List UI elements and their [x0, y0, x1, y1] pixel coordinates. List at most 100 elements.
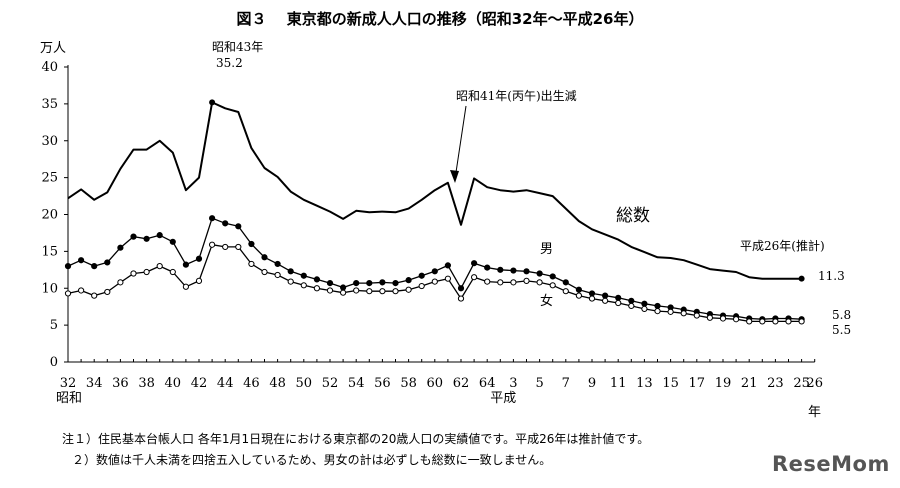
y-tick-label: 25: [41, 171, 58, 186]
peak-value-label: 35.2: [216, 56, 243, 70]
male-point: [575, 286, 583, 293]
female-point: [104, 288, 111, 296]
female-point: [549, 282, 556, 289]
male-point: [549, 273, 556, 280]
x-axis-unit: 年: [808, 405, 821, 420]
male-point: [222, 220, 229, 227]
female-point: [654, 308, 661, 315]
total-peak-point: [209, 99, 216, 106]
male-point: [235, 223, 242, 230]
female-point: [484, 278, 491, 285]
male-point: [562, 279, 569, 286]
female-point: [130, 270, 137, 277]
male-point: [156, 232, 163, 239]
female-point: [156, 263, 163, 270]
male-point: [366, 279, 373, 287]
x-tick-label: 15: [662, 376, 679, 391]
female-point: [680, 310, 687, 317]
male-point: [628, 297, 635, 304]
male-point: [287, 268, 294, 275]
legend-male-label: 男: [540, 242, 553, 257]
female-point: [706, 314, 714, 321]
male-point: [143, 235, 150, 242]
female-point: [759, 318, 766, 325]
male-point: [117, 244, 124, 251]
female-point: [182, 283, 189, 290]
y-unit-label: 万人: [40, 41, 66, 56]
male-point: [418, 272, 425, 279]
female-point: [798, 318, 805, 325]
female-point: [209, 241, 216, 248]
female-point: [444, 275, 451, 282]
female-point: [379, 288, 386, 295]
male-point: [340, 284, 347, 291]
female-point: [366, 288, 373, 295]
x-tick-label: 52: [322, 376, 339, 391]
y-tick-label: 10: [41, 281, 58, 296]
x-tick-label: 26: [806, 376, 823, 391]
footnote-1: 注１）住民基本台帳人口 各年1月1日現在における東京都の20歳人口の実績値です。…: [62, 432, 650, 446]
y-tick-label: 5: [50, 318, 58, 333]
female-point: [471, 274, 478, 281]
male-point: [209, 215, 216, 222]
male-point: [182, 261, 189, 268]
x-tick-label: 9: [588, 376, 596, 391]
chart-title: 図３ 東京都の新成人人口の推移（昭和32年～平成26年）: [237, 10, 644, 28]
female-point: [733, 316, 740, 323]
x-tick-label: 13: [636, 376, 653, 391]
end-value-male: 5.8: [832, 308, 851, 322]
male-point: [64, 263, 72, 270]
x-tick-label: 40: [165, 376, 182, 391]
female-point: [588, 295, 596, 302]
female-point: [628, 302, 635, 310]
male-point: [261, 254, 268, 261]
male-point: [615, 294, 622, 301]
female-point: [313, 285, 320, 292]
male-point: [130, 233, 137, 240]
female-point: [693, 312, 700, 319]
x-tick-label: 44: [217, 376, 234, 391]
x-tick-label: 17: [689, 376, 706, 391]
x-tick-label: 42: [191, 376, 208, 391]
x-tick-label: 21: [741, 376, 758, 391]
male-point: [510, 267, 517, 274]
female-point: [575, 292, 583, 299]
male-point: [91, 263, 98, 270]
male-point: [431, 268, 438, 275]
male-point: [523, 268, 530, 275]
x-tick-label: 11: [610, 376, 627, 391]
female-point: [64, 290, 72, 297]
end-value-female: 5.5: [832, 323, 851, 337]
x-tick-label: 34: [86, 376, 103, 391]
x-tick-label: 58: [400, 376, 417, 391]
estimate-label: 平成26年(推計): [740, 238, 825, 253]
male-point: [379, 279, 386, 286]
male-point: [195, 255, 203, 262]
x-tick-label: 5: [535, 376, 543, 391]
female-point: [169, 268, 176, 276]
female-point: [287, 278, 294, 285]
male-point: [313, 276, 320, 283]
female-point: [431, 278, 438, 285]
female-point: [523, 277, 530, 284]
female-point: [719, 315, 727, 322]
hinoeuma-arrow-head: [450, 170, 459, 183]
x-tick-label: 46: [243, 376, 260, 391]
x-tick-label: 56: [374, 376, 391, 391]
x-tick-label: 38: [138, 376, 155, 391]
female-point: [78, 287, 85, 294]
y-tick-label: 30: [41, 134, 58, 149]
male-point: [641, 300, 648, 307]
x-tick-label: 50: [296, 376, 313, 391]
male-point: [471, 260, 478, 267]
male-point: [78, 257, 85, 264]
hinoeuma-label: 昭和41年(丙午)出生減: [456, 88, 577, 103]
watermark-logo: ReseMom: [772, 452, 890, 476]
x-tick-label: 25: [793, 376, 810, 391]
male-point: [444, 262, 451, 269]
male-point: [300, 272, 307, 279]
male-point: [536, 270, 543, 277]
female-point: [667, 308, 674, 315]
